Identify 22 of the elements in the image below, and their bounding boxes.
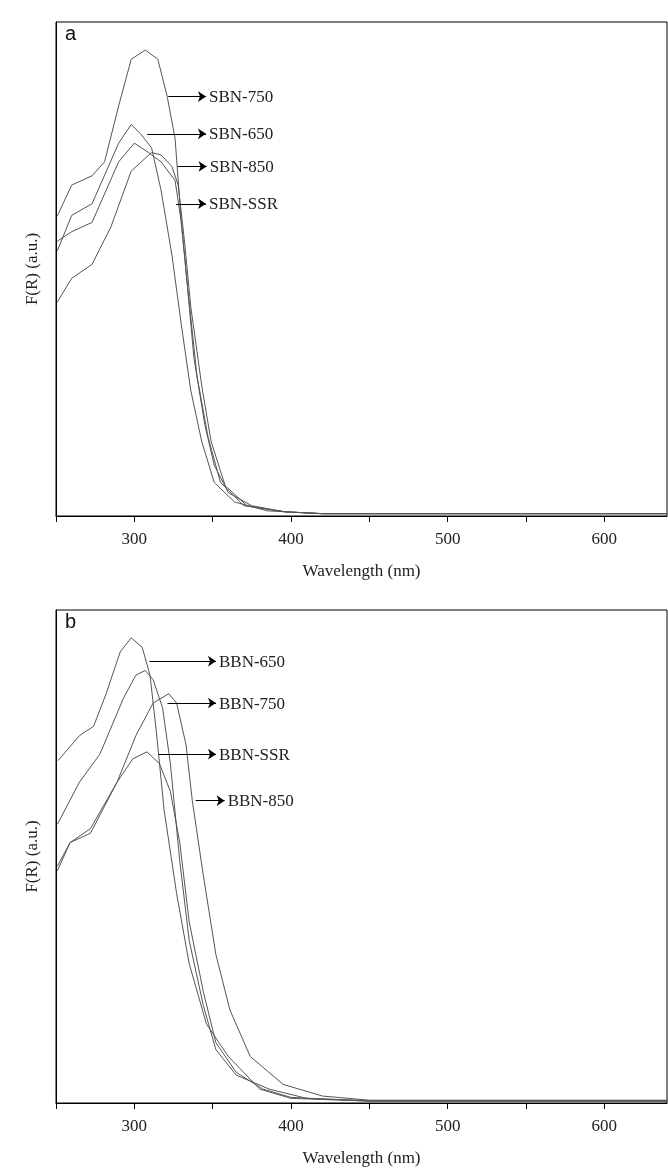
x-tick-label: 400 (278, 529, 304, 548)
annotation: BBN-SSR (219, 744, 291, 764)
x-tick-label: 300 (121, 529, 148, 548)
x-axis-title: Wavelength (nm) (302, 561, 421, 580)
annotation: BBN-750 (219, 693, 286, 713)
annotation: SBN-650 (209, 124, 274, 144)
y-axis-title: F(R) (a.u.) (22, 232, 41, 306)
chart-title: a (65, 22, 77, 44)
x-tick-label: 600 (591, 529, 618, 548)
y-axis-title: F(R) (a.u.) (22, 820, 41, 893)
x-axis-title: Wavelength (nm) (302, 1148, 421, 1167)
annotation: SBN-850 (209, 156, 274, 176)
chart-title: b (65, 610, 77, 632)
x-tick-label: 300 (121, 1116, 148, 1135)
x-tick-label: 600 (591, 1116, 618, 1135)
annotation: BBN-850 (227, 791, 294, 811)
annotation: SBN-SSR (209, 194, 279, 214)
x-tick-label: 400 (278, 1116, 304, 1135)
annotation: SBN-750 (209, 87, 274, 107)
annotation: BBN-650 (219, 651, 286, 671)
x-tick-label: 500 (434, 529, 461, 548)
x-tick-label: 500 (434, 1116, 461, 1135)
